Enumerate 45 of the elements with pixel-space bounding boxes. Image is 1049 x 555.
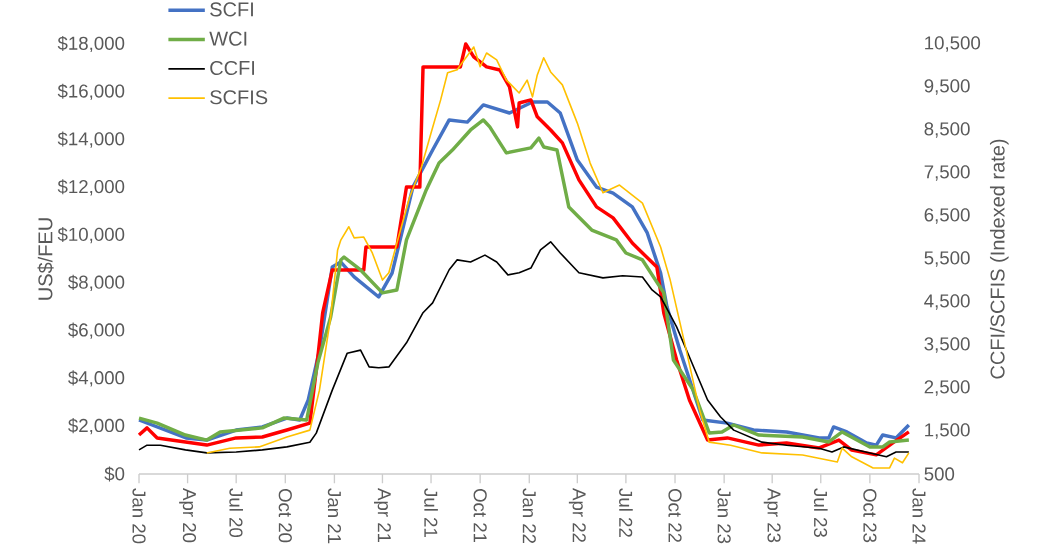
y-axis-title: US$/FEU: [37, 218, 54, 300]
y-tick-label: $18,000: [57, 35, 125, 53]
x-tick-label: Jul 21: [424, 488, 438, 537]
legend-label: SCFI: [210, 2, 253, 17]
x-tick-label: Jan 20: [132, 488, 146, 544]
y-tick-label: $16,000: [57, 83, 125, 100]
x-tick-label: Jan 24: [912, 488, 926, 544]
legend-label: SCFIS: [210, 90, 268, 105]
y2-tick-label: 5,500: [924, 251, 970, 267]
y2-axis-title: CCFI/SCFIS (Indexed rate): [989, 139, 1009, 379]
x-tick-label: Oct 22: [668, 488, 682, 543]
y-tick-label: $10,000: [57, 226, 125, 244]
y2-tick-label: 8,500: [924, 122, 970, 138]
y2-tick-label: 9,500: [924, 79, 970, 95]
y2-tick-label: 500: [924, 467, 955, 481]
y2-tick-label: 6,500: [924, 208, 970, 224]
x-tick-label: Oct 23: [863, 488, 877, 543]
y2-tick-label: 3,500: [924, 337, 970, 353]
x-tick-label: Apr 23: [763, 488, 781, 543]
x-tick-label: Oct 20: [278, 488, 292, 543]
x-tick-label: Apr 20: [179, 488, 197, 543]
y-tick-label: $4,000: [68, 370, 125, 387]
legend-label: CCFI: [210, 60, 255, 76]
y-tick-label: $6,000: [68, 322, 125, 339]
line-series: [138, 240, 910, 458]
x-tick-label: Oct 21: [473, 488, 487, 543]
x-tick-label: Apr 22: [568, 488, 586, 543]
y-tick-label: $12,000: [57, 179, 125, 196]
x-tick-label: Jul 23: [813, 488, 828, 537]
x-tick-label: Jul 22: [619, 488, 633, 537]
y-tick-label: $14,000: [57, 131, 125, 148]
y2-tick-label: 7,500: [924, 165, 970, 181]
x-tick-label: Jan 21: [327, 488, 342, 544]
x-tick-label: Apr 21: [374, 488, 391, 543]
y2-tick-label: 4,500: [924, 294, 970, 310]
y2-tick-label: 1,500: [925, 423, 970, 439]
y2-tick-label: 10,500: [925, 36, 981, 52]
y-tick-label: $8,000: [68, 274, 125, 291]
x-tick-label: Jan 22: [522, 488, 536, 544]
x-tick-label: Jan 23: [717, 488, 731, 544]
y2-tick-label: 2,500: [924, 380, 970, 396]
legend-label: WCI: [209, 31, 247, 46]
y-tick-label: $2,000: [68, 418, 125, 435]
x-tick-label: Jul 20: [229, 488, 244, 538]
y-tick-label: $0: [104, 466, 125, 482]
